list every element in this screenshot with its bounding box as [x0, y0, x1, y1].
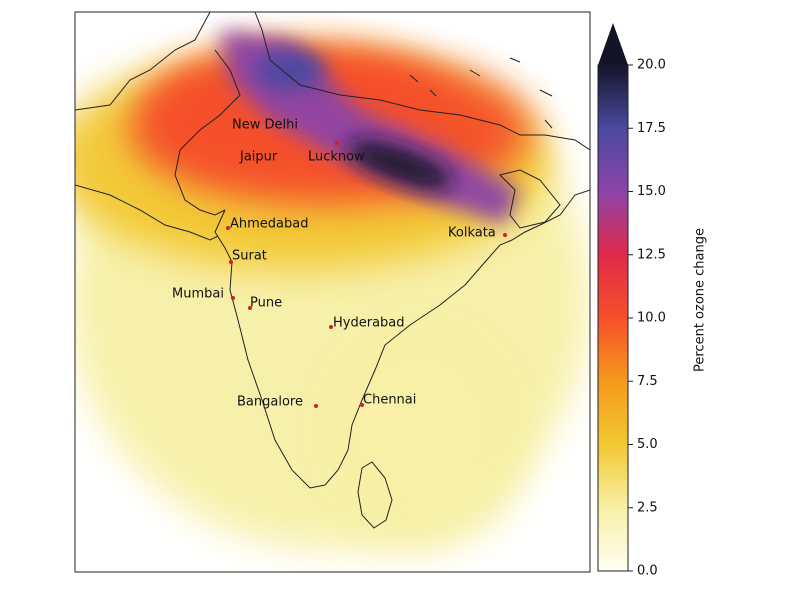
sri-lanka — [357, 461, 393, 529]
colorbar-extend — [598, 23, 628, 65]
city-marker — [248, 306, 252, 310]
city-label: New Delhi — [232, 118, 298, 133]
map-frame — [74, 11, 591, 573]
city-marker — [335, 141, 339, 145]
city-label: Bangalore — [237, 395, 303, 410]
city-label: Ahmedabad — [230, 217, 308, 232]
city-marker — [329, 325, 333, 329]
city-label: Jaipur — [239, 150, 278, 165]
colorbar-tick-label: 0.0 — [637, 564, 658, 579]
city-label: Kolkata — [448, 226, 496, 241]
city-label: Mumbai — [172, 287, 224, 302]
city-marker — [231, 296, 235, 300]
heat-blob — [348, 140, 452, 190]
colorbar-tick-label: 17.5 — [637, 121, 666, 136]
city-marker — [314, 404, 318, 408]
colorbar-body — [597, 64, 629, 572]
colorbar-tick-label: 15.0 — [637, 184, 666, 199]
city-label: Chennai — [363, 393, 416, 408]
city-label: Pune — [250, 296, 282, 311]
city-marker — [360, 403, 364, 407]
coastline — [75, 12, 590, 489]
city-label: Lucknow — [308, 150, 365, 165]
colorbar-tick-label: 12.5 — [637, 247, 666, 262]
heat-field — [75, 30, 590, 550]
colorbar-tick-label: 20.0 — [637, 58, 666, 73]
city-marker — [226, 226, 230, 230]
coastlines — [75, 12, 590, 529]
heat-blob — [255, 50, 325, 90]
colorbar: 0.0 2.5 5.0 7.5 10.0 12.5 15.0 17.5 20.0 — [597, 23, 666, 579]
colorbar-label: Percent ozone change — [693, 228, 708, 372]
cities: New Delhi Jaipur Lucknow Ahmedabad Surat Mumb… — [172, 118, 507, 410]
colorbar-tick-label: 7.5 — [637, 374, 658, 389]
colorbar-tick-label: 2.5 — [637, 500, 658, 515]
city-label: Hyderabad — [333, 316, 405, 331]
city-marker — [503, 233, 507, 237]
heat-blob — [310, 310, 530, 550]
city-marker — [229, 260, 233, 264]
colorbar-tick-label: 5.0 — [637, 437, 658, 452]
city-label: Surat — [232, 249, 267, 264]
colorbar-tick-label: 10.0 — [637, 311, 666, 326]
border — [409, 57, 561, 229]
